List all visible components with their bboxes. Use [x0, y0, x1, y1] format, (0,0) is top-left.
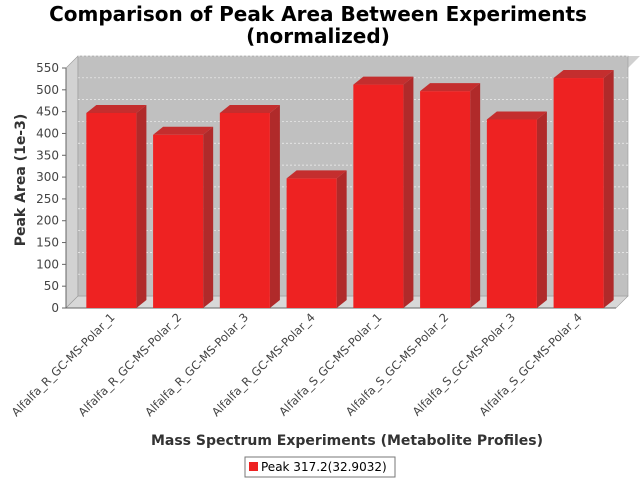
legend-label: Peak 317.2(32.9032) [261, 460, 387, 474]
bar [153, 126, 214, 308]
y-tick-label: 450 [36, 105, 59, 119]
y-axis-title: Peak Area (1e-3) [13, 114, 29, 247]
legend: Peak 317.2(32.9032) [244, 456, 396, 478]
y-tick-label: 250 [36, 192, 59, 206]
bar-front-face [286, 178, 337, 308]
bar-side-face [336, 170, 347, 308]
bar [286, 170, 347, 308]
bar-front-face [486, 119, 537, 308]
y-tick-label: 150 [36, 236, 59, 250]
bar-top-face [286, 170, 347, 179]
y-tick-label: 400 [36, 126, 59, 140]
bar-side-face [269, 104, 280, 308]
bar [219, 104, 280, 308]
bar-top-face [219, 104, 280, 113]
bar-front-face [219, 112, 270, 308]
y-tick-label: 0 [51, 301, 59, 315]
bar-top-face [86, 104, 147, 113]
y-tick-label: 200 [36, 214, 59, 228]
legend-box [244, 456, 396, 478]
chart-title-line2: (normalized) [246, 24, 390, 48]
bar-side-face [536, 111, 547, 308]
bar-side-face [136, 104, 147, 308]
bar-front-face [353, 84, 404, 308]
bar-top-face [486, 111, 547, 120]
bar-side-face [203, 126, 214, 308]
y-tick-label: 50 [44, 279, 59, 293]
bar-top-face [553, 70, 614, 79]
bar-top-face [153, 126, 214, 135]
bar [353, 76, 414, 308]
legend-swatch [249, 462, 258, 471]
y-tick-label: 100 [36, 257, 59, 271]
bar [420, 83, 481, 308]
y-tick-label: 500 [36, 83, 59, 97]
bar [553, 70, 614, 308]
chart-title-line1: Comparison of Peak Area Between Experime… [49, 2, 587, 26]
bar-front-face [420, 91, 471, 308]
bar-front-face [86, 112, 137, 308]
plot-left-wall [65, 55, 79, 309]
bars [86, 70, 614, 308]
y-axis-ticks: 0 50 100 150 200 250 300 350 400 450 500 550 [36, 61, 66, 315]
bar-side-face [470, 83, 481, 308]
y-tick-label: 300 [36, 170, 59, 184]
y-tick-label: 550 [36, 61, 59, 75]
bar [86, 104, 147, 308]
bar-front-face [153, 134, 204, 308]
bar-top-face [353, 76, 414, 85]
y-tick-label: 350 [36, 148, 59, 162]
bar [486, 111, 547, 308]
bar-side-face [403, 76, 414, 308]
bar-top-face [420, 83, 481, 92]
x-axis-title: Mass Spectrum Experiments (Metabolite Pr… [151, 433, 543, 449]
bar-front-face [553, 78, 604, 308]
bar-side-face [603, 70, 614, 308]
